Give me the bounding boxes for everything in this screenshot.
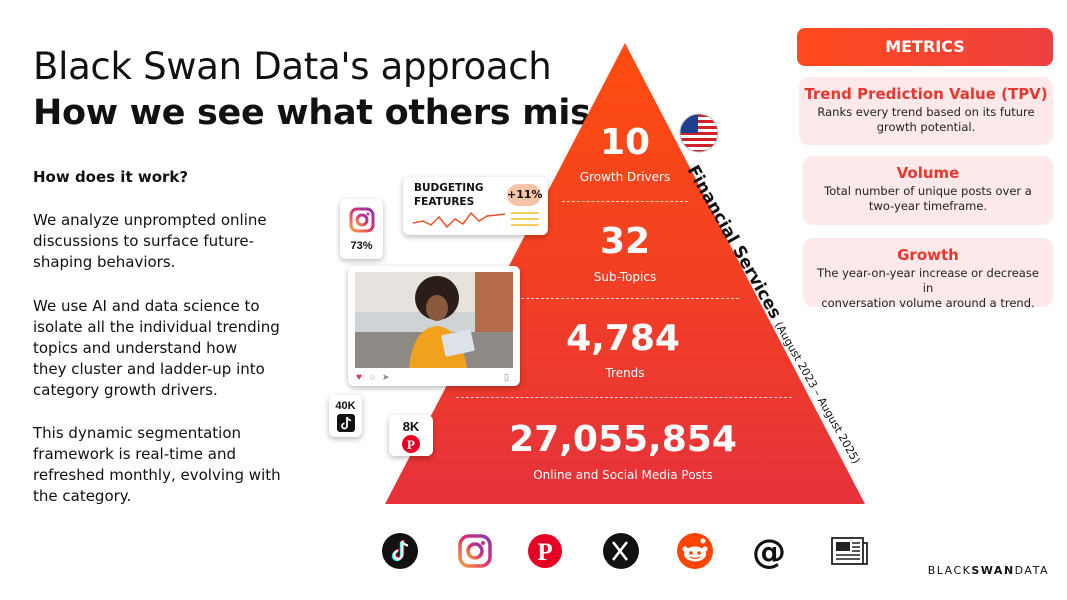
svg-text:@: @ [752, 532, 786, 570]
pinterest-stat-value: 8K [402, 419, 420, 434]
metric-title: Trend Prediction Value (TPV) [804, 85, 1048, 103]
metric-card-tpv: Trend Prediction Value (TPV) Ranks every… [799, 77, 1053, 145]
page-subtitle: How we see what others miss [33, 93, 612, 133]
posts-value: 27,055,854 [509, 419, 737, 460]
metric-card-growth: Growth The year-on-year increase or decr… [803, 238, 1053, 310]
brand-logo: BLACKSWANDATA [927, 564, 1049, 577]
tiktok-icon [382, 533, 418, 569]
instagram-icon [458, 534, 492, 568]
reddit-icon [677, 533, 713, 569]
tiktok-icon [337, 414, 355, 432]
metric-title: Volume [896, 164, 960, 182]
pinterest-icon: P [528, 534, 562, 568]
tiktok-stat-card: 40K [329, 395, 362, 437]
social-post-card: ♥ ○ ➤ ▯ [348, 266, 520, 386]
metric-description: The year-on-year increase or decrease in… [817, 266, 1039, 310]
metric-description: Ranks every trend based on its future gr… [817, 105, 1035, 134]
comment-icon[interactable]: ○ [370, 372, 376, 382]
pyramid-graphic [385, 43, 865, 504]
instagram-stat-value: 73% [350, 240, 373, 252]
tiktok-stat-value: 40K [335, 400, 356, 412]
paragraph-2: We use AI and data science to isolate al… [33, 297, 280, 399]
svg-text:P: P [407, 437, 415, 452]
metrics-heading: METRICS [797, 28, 1053, 66]
news-icon [831, 537, 868, 565]
paragraph-3: This dynamic segmentation framework is r… [33, 424, 281, 505]
trends-value: 4,784 [566, 318, 680, 359]
sub-topics-label: Sub-Topics [593, 270, 657, 284]
budgeting-badge: +11% [507, 184, 543, 206]
posts-label: Online and Social Media Posts [533, 468, 713, 482]
trend-line-icon [413, 211, 539, 229]
budgeting-title: BUDGETING FEATURES [414, 182, 484, 208]
x-icon [603, 533, 639, 569]
growth-drivers-value: 10 [599, 122, 651, 163]
us-flag-icon [679, 113, 719, 153]
svg-text:P: P [537, 539, 552, 566]
bookmark-icon[interactable]: ▯ [504, 372, 509, 382]
post-photo [355, 272, 513, 368]
instagram-stat-card: 73% [340, 199, 383, 259]
metric-description: Total number of unique posts over a two-… [824, 184, 1032, 213]
trends-label: Trends [605, 366, 645, 380]
pyramid-divider [456, 397, 792, 398]
sub-topics-value: 32 [599, 221, 651, 262]
pyramid-divider [562, 201, 688, 202]
page-title: Black Swan Data's approach [33, 45, 552, 88]
share-icon[interactable]: ➤ [382, 372, 390, 382]
growth-drivers-label: Growth Drivers [579, 170, 671, 184]
paragraph-1: We analyze unprompted online discussions… [33, 211, 267, 271]
threads-icon: @ [752, 532, 786, 570]
metric-card-volume: Volume Total number of unique posts over… [803, 156, 1053, 225]
metric-title: Growth [897, 246, 959, 264]
how-it-works-heading: How does it work? [33, 168, 189, 186]
instagram-icon [349, 207, 375, 233]
heart-icon[interactable]: ♥ [356, 372, 362, 383]
budgeting-features-card: BUDGETING FEATURES +11% [403, 177, 548, 235]
pinterest-stat-card: 8K P [389, 415, 433, 456]
pyramid-divider [511, 298, 739, 299]
pinterest-icon: P [402, 435, 420, 453]
